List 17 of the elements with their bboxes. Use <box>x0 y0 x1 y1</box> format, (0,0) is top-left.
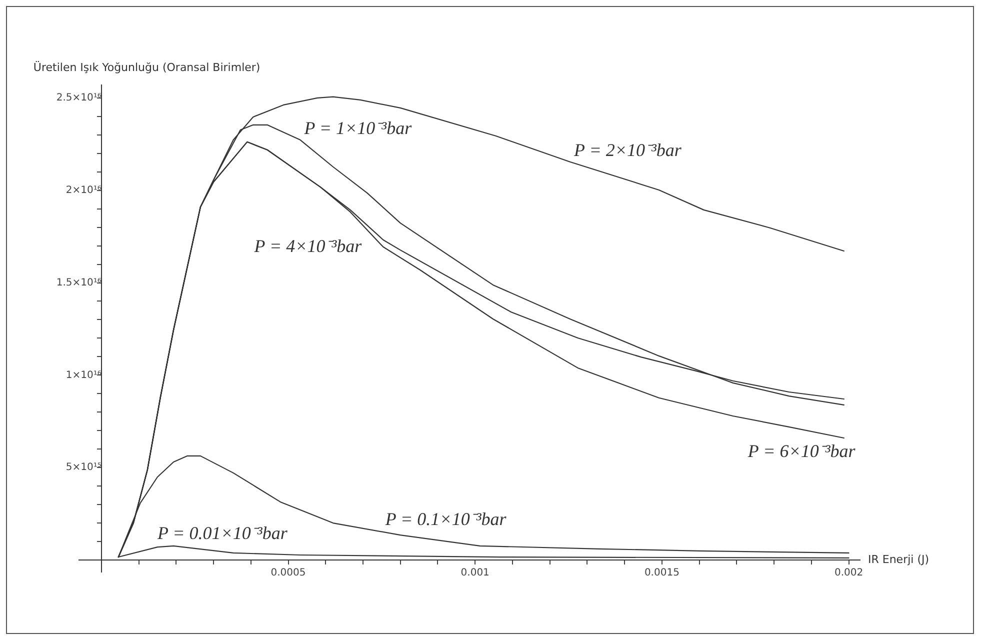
x-tick-label: 0.0015 <box>644 568 680 579</box>
series-label: P = 6×10⁻³bar <box>746 441 856 462</box>
series-label: P = 2×10⁻³bar <box>573 140 682 160</box>
x-tick-label: 0.001 <box>460 568 490 579</box>
y-tick-label: 5×10¹⁵ <box>66 462 102 474</box>
y-tick-label: 1×10¹⁶ <box>66 370 102 381</box>
y-tick-label: 1.5×10¹⁶ <box>56 277 102 288</box>
x-tick-label: 0.0005 <box>270 568 306 579</box>
y-tick-label: 2×10¹⁶ <box>66 184 102 196</box>
series-label: P = 1×10⁻³bar <box>303 118 413 138</box>
x-axis-title: IR Enerji (J) <box>868 552 930 566</box>
y-tick-label: 2.5×10¹⁶ <box>56 92 102 104</box>
x-tick-label: 0.002 <box>834 568 864 579</box>
series-label: P = 0.1×10⁻³bar <box>384 509 508 530</box>
series-label: P = 4×10⁻³bar <box>253 236 363 256</box>
y-axis-title: Üretilen Işık Yoğunluğu (Oransal Birimler) <box>33 60 260 74</box>
series-label: P = 0.01×10⁻³bar <box>156 523 288 544</box>
